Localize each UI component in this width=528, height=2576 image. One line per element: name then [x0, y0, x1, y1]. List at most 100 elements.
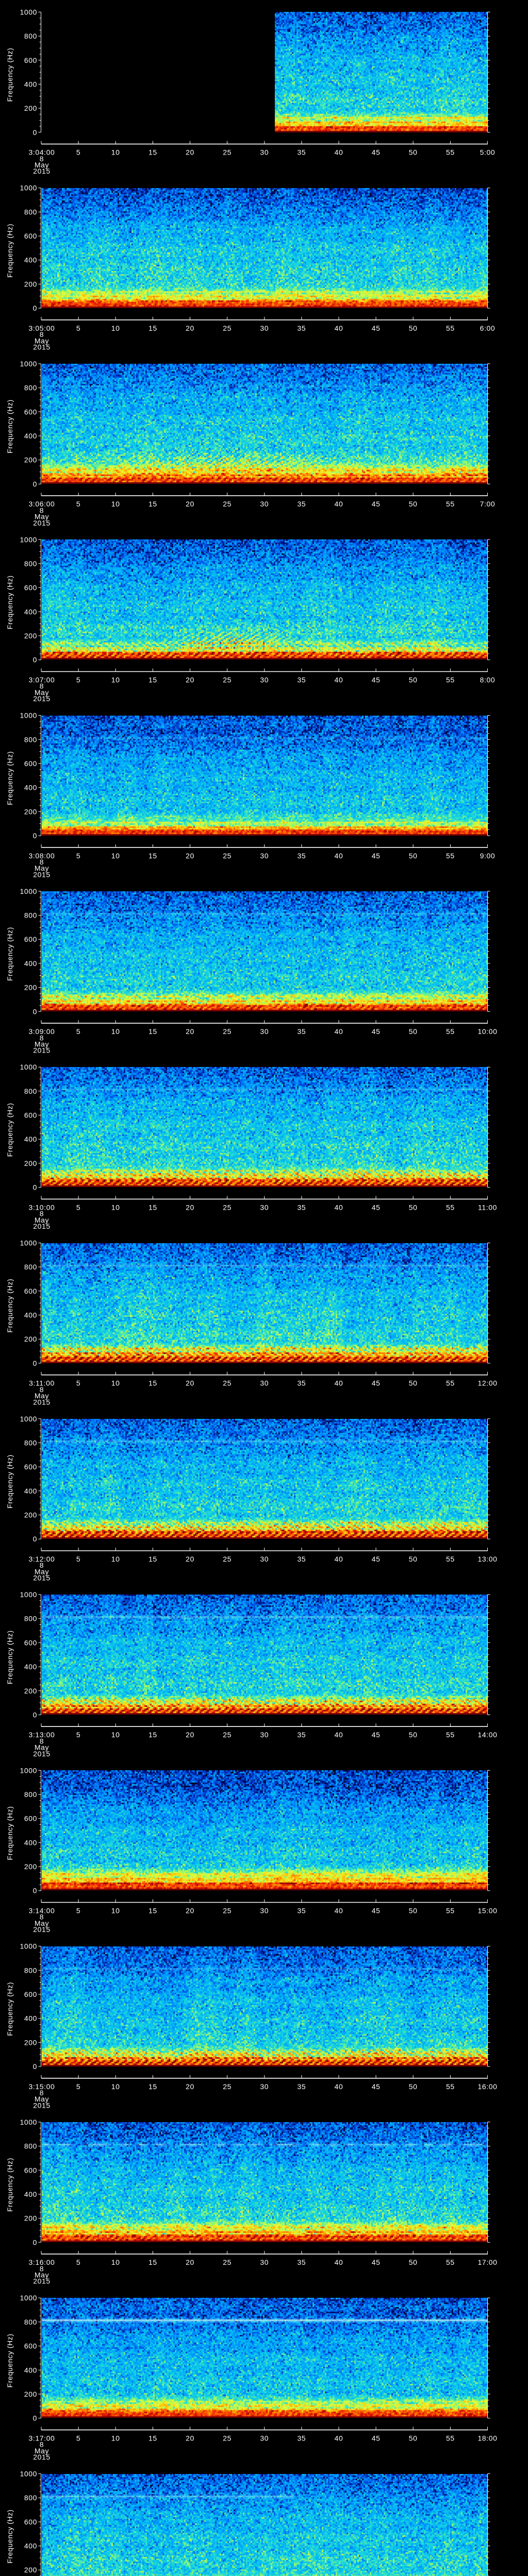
svg-text:40: 40 [335, 324, 343, 332]
svg-text:25: 25 [223, 1907, 232, 1915]
svg-text:2015: 2015 [33, 343, 51, 351]
svg-text:30: 30 [260, 1731, 269, 1739]
svg-text:Frequency (Hz): Frequency (Hz) [6, 751, 14, 805]
svg-text:6:00: 6:00 [480, 324, 496, 332]
svg-text:1000: 1000 [20, 8, 37, 16]
svg-text:2015: 2015 [33, 1750, 51, 1758]
svg-text:55: 55 [446, 324, 455, 332]
svg-text:5: 5 [76, 1907, 80, 1915]
svg-text:5: 5 [76, 2258, 80, 2266]
svg-text:May: May [35, 161, 49, 169]
svg-text:13:00: 13:00 [477, 1555, 497, 1563]
svg-text:10: 10 [111, 1731, 120, 1739]
svg-text:400: 400 [24, 784, 37, 792]
svg-text:40: 40 [335, 1907, 343, 1915]
svg-text:0: 0 [33, 128, 37, 137]
svg-text:Frequency (Hz): Frequency (Hz) [6, 2510, 14, 2564]
svg-text:30: 30 [260, 500, 269, 508]
svg-text:May: May [35, 513, 49, 521]
svg-text:800: 800 [24, 2318, 37, 2326]
svg-text:10: 10 [111, 1379, 120, 1387]
svg-text:400: 400 [24, 432, 37, 440]
svg-text:30: 30 [260, 1027, 269, 1036]
svg-text:5: 5 [76, 1555, 80, 1563]
svg-text:800: 800 [24, 1790, 37, 1799]
svg-text:8: 8 [40, 506, 44, 514]
svg-text:800: 800 [24, 911, 37, 920]
svg-text:600: 600 [24, 2166, 37, 2174]
svg-text:14:00: 14:00 [477, 1731, 497, 1739]
svg-text:200: 200 [24, 2566, 37, 2574]
svg-text:35: 35 [298, 500, 306, 508]
svg-text:12:00: 12:00 [477, 1379, 497, 1387]
svg-text:15: 15 [148, 2434, 157, 2442]
svg-text:2015: 2015 [33, 2277, 51, 2285]
svg-text:1000: 1000 [20, 184, 37, 192]
svg-text:May: May [35, 1743, 49, 1752]
svg-text:35: 35 [298, 1731, 306, 1739]
svg-text:15: 15 [148, 2258, 157, 2266]
svg-text:30: 30 [260, 1907, 269, 1915]
svg-text:May: May [35, 336, 49, 345]
svg-text:8: 8 [40, 1385, 44, 1394]
svg-text:30: 30 [260, 148, 269, 157]
svg-text:25: 25 [223, 1731, 232, 1739]
svg-text:55: 55 [446, 1555, 455, 1563]
svg-text:45: 45 [372, 2434, 381, 2442]
svg-text:0: 0 [33, 656, 37, 664]
svg-text:50: 50 [409, 2434, 418, 2442]
svg-text:20: 20 [186, 2258, 194, 2266]
svg-text:400: 400 [24, 2190, 37, 2198]
svg-text:10: 10 [111, 1555, 120, 1563]
svg-text:45: 45 [372, 2258, 381, 2266]
svg-text:35: 35 [298, 148, 306, 157]
svg-text:Frequency (Hz): Frequency (Hz) [6, 2158, 14, 2212]
svg-text:2015: 2015 [33, 870, 51, 878]
svg-text:8: 8 [40, 1737, 44, 1745]
svg-text:400: 400 [24, 256, 37, 264]
svg-text:Frequency (Hz): Frequency (Hz) [6, 927, 14, 981]
svg-text:15:00: 15:00 [477, 1907, 497, 1915]
svg-text:15: 15 [148, 148, 157, 157]
svg-text:600: 600 [24, 56, 37, 64]
svg-text:5: 5 [76, 676, 80, 684]
svg-text:55: 55 [446, 1203, 455, 1211]
svg-text:18:00: 18:00 [477, 2434, 497, 2442]
svg-text:30: 30 [260, 2082, 269, 2091]
svg-text:3:05:00: 3:05:00 [29, 324, 55, 332]
svg-text:40: 40 [335, 2258, 343, 2266]
svg-text:3:10:00: 3:10:00 [29, 1203, 55, 1211]
svg-text:200: 200 [24, 1159, 37, 1167]
svg-text:0: 0 [33, 1007, 37, 1015]
svg-text:1000: 1000 [20, 1590, 37, 1599]
svg-text:10: 10 [111, 1027, 120, 1036]
svg-text:40: 40 [335, 1203, 343, 1211]
svg-text:25: 25 [223, 2434, 232, 2442]
svg-text:15: 15 [148, 1907, 157, 1915]
svg-text:1000: 1000 [20, 711, 37, 720]
svg-text:1000: 1000 [20, 1239, 37, 1247]
svg-text:7:00: 7:00 [480, 500, 496, 508]
svg-text:800: 800 [24, 1438, 37, 1447]
svg-text:1000: 1000 [20, 1942, 37, 1951]
svg-text:May: May [35, 2447, 49, 2455]
svg-text:55: 55 [446, 1027, 455, 1036]
svg-text:30: 30 [260, 676, 269, 684]
svg-text:8: 8 [40, 330, 44, 338]
svg-text:10: 10 [111, 2258, 120, 2266]
svg-text:3:17:00: 3:17:00 [29, 2434, 55, 2442]
svg-text:25: 25 [223, 1555, 232, 1563]
svg-text:3:06:00: 3:06:00 [29, 500, 55, 508]
svg-text:10: 10 [111, 1907, 120, 1915]
svg-text:25: 25 [223, 1203, 232, 1211]
svg-text:55: 55 [446, 2258, 455, 2266]
svg-text:Frequency (Hz): Frequency (Hz) [6, 1279, 14, 1333]
svg-text:9:00: 9:00 [480, 852, 496, 860]
svg-text:40: 40 [335, 852, 343, 860]
svg-text:10: 10 [111, 500, 120, 508]
svg-text:15: 15 [148, 1555, 157, 1563]
svg-text:8:00: 8:00 [480, 676, 496, 684]
svg-text:2015: 2015 [33, 2453, 51, 2461]
svg-text:20: 20 [186, 148, 194, 157]
svg-text:16:00: 16:00 [477, 2082, 497, 2091]
